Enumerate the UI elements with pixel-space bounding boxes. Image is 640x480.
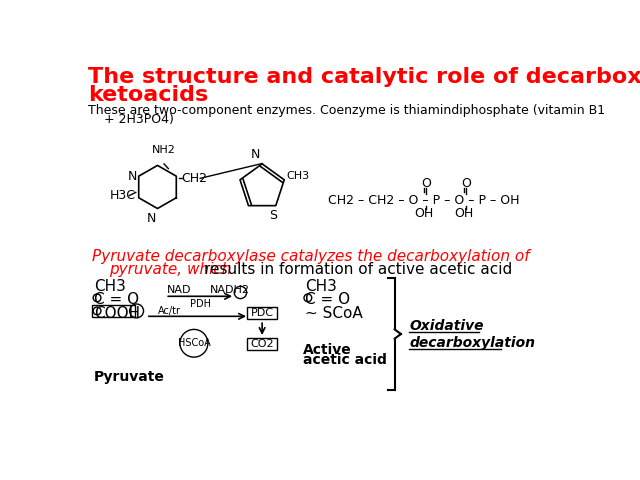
Text: Active: Active [303, 343, 352, 357]
Text: ketoacids: ketoacids [88, 85, 208, 105]
Text: NADH2: NADH2 [210, 285, 250, 295]
Bar [92, 305, 135, 317]
Text: N: N [252, 148, 260, 161]
Text: OH: OH [415, 206, 434, 220]
Text: These are two-component enzymes. Coenzyme is thiamindiphosphate (vitamin B1: These are two-component enzymes. Coenzym… [88, 104, 605, 117]
Text: pyruvate, which: pyruvate, which [109, 262, 236, 276]
Text: CO2: CO2 [250, 339, 274, 349]
Text: Oxidative: Oxidative [410, 319, 484, 333]
Text: Pyruvate: Pyruvate [94, 370, 165, 384]
Text: C = O: C = O [94, 292, 139, 308]
Text: O: O [422, 177, 431, 190]
Text: PDC: PDC [251, 308, 274, 318]
Text: results in formation of active acetic acid: results in formation of active acetic ac… [204, 262, 512, 276]
Text: CH3: CH3 [305, 279, 337, 294]
Text: decarboxylation: decarboxylation [410, 336, 536, 350]
Bar [248, 338, 277, 350]
Text: O: O [461, 177, 471, 190]
Text: PDH: PDH [189, 300, 211, 310]
Text: HSCoA: HSCoA [177, 338, 211, 348]
Text: C = O: C = O [305, 292, 350, 308]
Text: CH3: CH3 [287, 171, 310, 181]
Text: NAD: NAD [167, 285, 191, 295]
Text: COOH: COOH [94, 306, 140, 321]
Text: acetic acid: acetic acid [303, 353, 387, 367]
Text: ∼ SCoA: ∼ SCoA [305, 306, 362, 321]
Text: N: N [128, 170, 138, 183]
Text: The structure and catalytic role of decarboxylases of: The structure and catalytic role of deca… [88, 67, 640, 87]
Text: OH: OH [454, 206, 473, 220]
Text: Ac/tr: Ac/tr [157, 306, 180, 315]
Text: CH2 – CH2 – O – P – O – P – OH: CH2 – CH2 – O – P – O – P – OH [328, 193, 520, 206]
Text: S: S [269, 209, 276, 223]
Text: + 2H3PO4): + 2H3PO4) [88, 113, 173, 126]
Text: NH2: NH2 [152, 144, 176, 155]
Text: Pyruvate decarboxylase catalyzes the decarboxylation of: Pyruvate decarboxylase catalyzes the dec… [92, 249, 529, 264]
Text: CH2: CH2 [182, 172, 207, 185]
Text: N: N [147, 212, 156, 225]
Text: CH3: CH3 [94, 279, 126, 294]
Text: H3C: H3C [110, 189, 136, 202]
Bar [248, 307, 277, 319]
